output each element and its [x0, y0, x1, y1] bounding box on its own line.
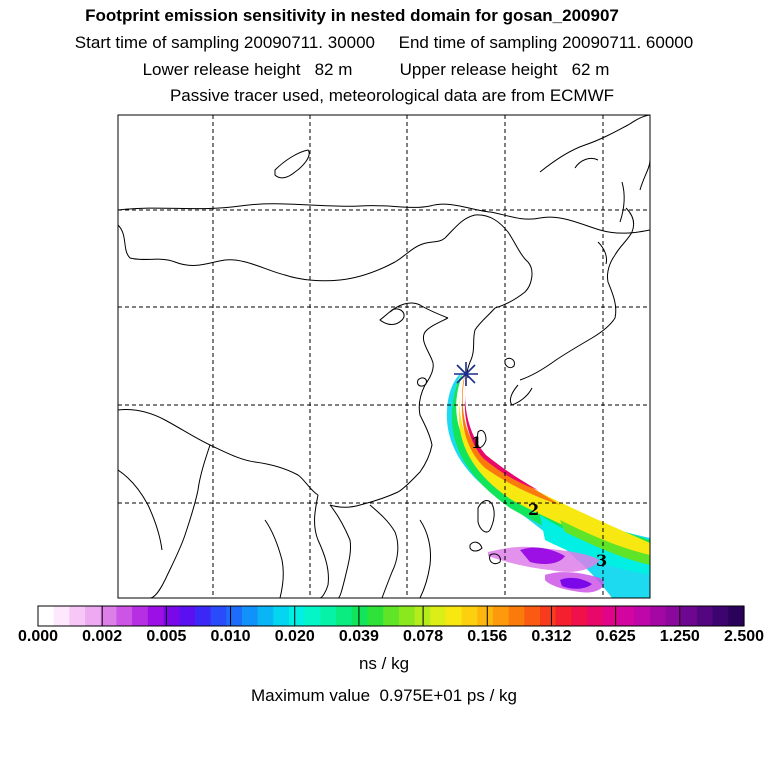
- map-frame: [117, 114, 651, 599]
- colorbar-cell: [696, 606, 714, 626]
- colorbar-cell: [508, 606, 525, 626]
- colorbar-cell: [210, 606, 227, 626]
- colorbar-cell: [477, 606, 494, 626]
- colorbar-tick-label: 0.002: [82, 628, 123, 645]
- trajectory-marker-3: 3: [596, 551, 607, 570]
- colorbar-cell: [100, 606, 118, 626]
- colorbar-cell: [241, 606, 259, 626]
- colorbar-cells: [38, 606, 745, 626]
- colorbar-tick-label: 1.250: [659, 628, 700, 645]
- release-heights: Lower release height 82 m Upper release …: [142, 60, 610, 79]
- colorbar-cell: [38, 606, 55, 626]
- tracer-info: Passive tracer used, meteorological data…: [169, 86, 615, 105]
- colorbar-cell: [728, 606, 745, 626]
- maximum-value: Maximum value 0.975E+01 ps / kg: [251, 686, 517, 705]
- colorbar-cell: [634, 606, 651, 626]
- colorbar-cell: [257, 606, 274, 626]
- colorbar-tick-label: 0.000: [17, 628, 59, 645]
- colorbar-unit: ns / kg: [358, 654, 410, 673]
- colorbar-cell: [665, 606, 682, 626]
- colorbar-cell: [351, 606, 369, 626]
- colorbar-tick-label: 2.500: [723, 628, 765, 645]
- colorbar-cell: [618, 606, 635, 626]
- star-icon: [454, 362, 478, 386]
- colorbar-cell: [398, 606, 416, 626]
- colorbar-tick-label: 0.312: [531, 628, 572, 645]
- colorbar-cell: [524, 606, 541, 626]
- colorbar-cell: [712, 606, 729, 626]
- colorbar-cell: [85, 606, 102, 626]
- colorbar-cell: [492, 606, 510, 626]
- colorbar-cell: [273, 606, 290, 626]
- colorbar-cell: [540, 606, 557, 626]
- colorbar-cell: [367, 606, 384, 626]
- coastlines: [118, 115, 650, 598]
- colorbar-cell: [320, 606, 337, 626]
- colorbar-cell: [304, 606, 321, 626]
- colorbar-cell: [163, 606, 180, 626]
- colorbar-cell: [289, 606, 306, 626]
- colorbar-cell: [147, 606, 165, 626]
- map-title: Footprint emission sensitivity in nested…: [85, 6, 619, 25]
- trajectory-marker-2: 2: [528, 500, 539, 519]
- colorbar-tick-label: 0.020: [274, 628, 315, 645]
- colorbar-cell: [461, 606, 478, 626]
- colorbar-tick-label: 0.078: [403, 628, 444, 645]
- colorbar-cell: [681, 606, 698, 626]
- colorbar-tick-label: 0.010: [210, 628, 251, 645]
- colorbar-cell: [53, 606, 70, 626]
- colorbar-cell: [555, 606, 573, 626]
- colorbar-cell: [69, 606, 86, 626]
- colorbar-tick-label: 0.156: [467, 628, 508, 645]
- colorbar-cell: [445, 606, 463, 626]
- colorbar-cell: [430, 606, 447, 626]
- footprint-plume: [446, 372, 650, 598]
- trajectory-marker-1: 1: [471, 433, 482, 452]
- colorbar-cell: [587, 606, 604, 626]
- colorbar-cell: [649, 606, 667, 626]
- sampling-times: Start time of sampling 20090711. 30000 E…: [74, 33, 694, 52]
- colorbar-cell: [571, 606, 588, 626]
- colorbar-cell: [226, 606, 243, 626]
- colorbar-cell: [383, 606, 400, 626]
- colorbar-tick-label: 0.039: [338, 628, 379, 645]
- colorbar-cell: [116, 606, 133, 626]
- colorbar-cell: [132, 606, 149, 626]
- colorbar-separators: [101, 606, 681, 626]
- colorbar-tick-label: 0.625: [595, 628, 636, 645]
- colorbar-frame: [37, 605, 745, 627]
- colorbar-cell: [179, 606, 196, 626]
- colorbar-cell: [602, 606, 620, 626]
- colorbar-cell: [194, 606, 212, 626]
- colorbar-tick-label: 0.005: [146, 628, 187, 645]
- colorbar-cell: [336, 606, 353, 626]
- gridlines: [118, 115, 650, 598]
